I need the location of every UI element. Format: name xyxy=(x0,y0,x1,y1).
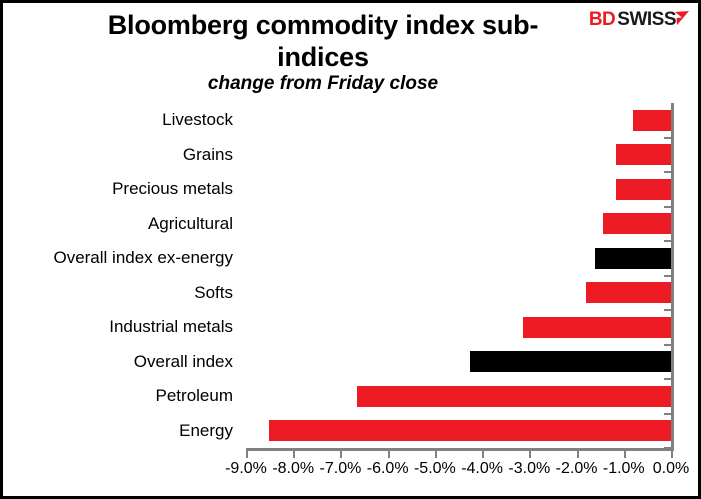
category-tick xyxy=(664,205,672,208)
category-tick xyxy=(664,274,672,277)
value-axis-tick-label: 0.0% xyxy=(652,460,690,477)
bar-petroleum xyxy=(357,385,671,407)
category-label: Grains xyxy=(182,144,233,164)
bar-overall-index xyxy=(470,351,671,373)
category-label: Precious metals xyxy=(112,179,233,199)
bar-energy xyxy=(269,420,671,442)
category-tick xyxy=(664,309,672,311)
chart-plot: Livestock Grains Precious metals Agricultur… xyxy=(3,103,698,496)
bdswiss-logo: BD SWISS xyxy=(589,8,690,32)
value-axis-tick xyxy=(623,451,626,458)
logo-text-bd: BD xyxy=(588,9,616,30)
logo-text-swiss: SWISS xyxy=(617,9,676,30)
value-axis-baseline xyxy=(246,448,674,451)
value-axis-tick xyxy=(387,451,390,458)
bar-precious-metals xyxy=(615,178,671,200)
bar-livestock xyxy=(633,109,671,131)
value-axis-tick xyxy=(434,451,437,458)
category-label: Agricultural xyxy=(147,213,233,233)
page-title: Bloomberg commodity index sub-indices xyxy=(107,10,539,72)
category-tick xyxy=(664,412,672,415)
chart-header: Bloomberg commodity index sub-indices ch… xyxy=(3,3,698,99)
value-axis-tick xyxy=(529,451,532,458)
value-axis-tick-label: -7.0% xyxy=(319,460,362,477)
category-label: Overall index xyxy=(133,351,233,371)
value-axis-tick-label: -4.0% xyxy=(461,460,503,477)
category-label: Softs xyxy=(194,282,233,302)
category-label: Petroleum xyxy=(155,386,233,406)
category-tick xyxy=(664,136,672,139)
value-axis-line xyxy=(671,103,674,448)
category-tick xyxy=(664,171,672,173)
value-axis-tick xyxy=(576,451,579,458)
category-label: Livestock xyxy=(162,110,233,130)
bar-agricultural xyxy=(602,213,671,235)
bar-industrial-metals xyxy=(523,316,671,338)
category-tick xyxy=(664,343,672,346)
logo-arrow-icon xyxy=(674,9,690,32)
bar-overall-index-ex-energy xyxy=(594,247,671,269)
value-axis-tick-label: -3.0% xyxy=(508,460,551,477)
bar-softs xyxy=(585,282,671,304)
category-label: Overall index ex-energy xyxy=(53,248,233,268)
value-axis-tick xyxy=(246,451,248,458)
value-axis-tick-label: -6.0% xyxy=(366,460,409,477)
bars-container xyxy=(246,103,674,449)
value-axis-tick xyxy=(482,451,485,458)
value-axis-tick xyxy=(340,451,343,458)
category-label: Energy xyxy=(179,420,233,440)
value-axis-tick-label: -5.0% xyxy=(413,460,456,477)
category-tick xyxy=(664,240,672,242)
value-axis-tick-label: -1.0% xyxy=(602,460,645,477)
category-tick xyxy=(664,378,672,380)
chart-subtitle: change from Friday close xyxy=(207,73,439,94)
value-axis-tick-label: -9.0% xyxy=(225,460,267,477)
category-axis-labels: Livestock Grains Precious metals Agricultur… xyxy=(3,103,241,448)
value-axis-tick xyxy=(671,451,673,458)
value-axis-tick-label: -8.0% xyxy=(272,460,315,477)
value-axis-tick xyxy=(293,451,296,458)
category-label: Industrial metals xyxy=(109,317,233,337)
bar-grains xyxy=(615,144,671,166)
value-axis-tick-label: -2.0% xyxy=(555,460,598,477)
